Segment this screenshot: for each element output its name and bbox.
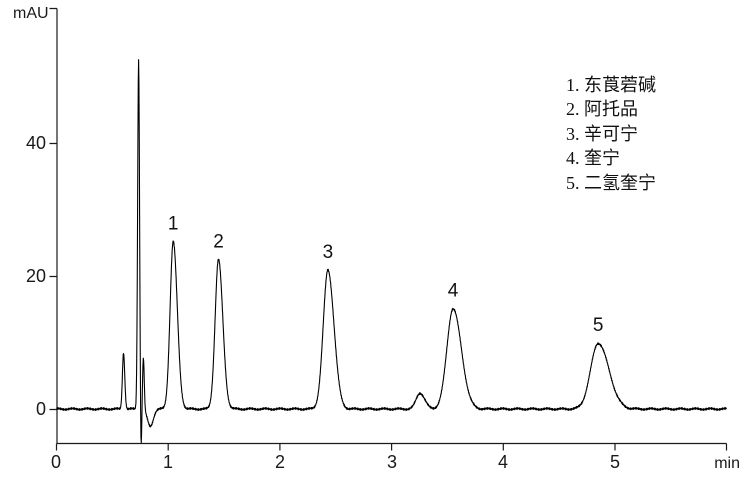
x-axis-unit: min bbox=[714, 455, 740, 472]
legend-item-4: 4. 奎宁 bbox=[566, 148, 620, 169]
legend-item-2: 2. 阿托品 bbox=[566, 99, 638, 120]
legend-item-3: 3. 辛可宁 bbox=[566, 123, 638, 144]
x-tick-label-2: 2 bbox=[274, 452, 285, 472]
peak-legend: 1. 东莨菪碱 2. 阿托品 3. 辛可宁 4. 奎宁 5. 二氢奎宁 bbox=[566, 73, 656, 195]
peak-label-5: 5 bbox=[593, 315, 604, 336]
legend-item-1: 1. 东莨菪碱 bbox=[566, 75, 656, 95]
chromatogram-trace bbox=[56, 59, 727, 444]
x-tick-label-1: 1 bbox=[162, 452, 173, 472]
legend-item-5: 5. 二氢奎宁 bbox=[566, 172, 656, 193]
y-tick-label-40: 40 bbox=[25, 133, 46, 153]
x-tick-label-5: 5 bbox=[609, 452, 620, 472]
x-tick-label-3: 3 bbox=[386, 452, 397, 472]
axes bbox=[49, 7, 728, 451]
y-tick-label-0: 0 bbox=[35, 399, 46, 419]
y-tick-label-20: 20 bbox=[25, 266, 46, 286]
x-tick-label-0: 0 bbox=[50, 452, 61, 472]
peak-label-2: 2 bbox=[213, 231, 224, 252]
x-tick-label-4: 4 bbox=[497, 452, 508, 472]
peak-label-4: 4 bbox=[448, 281, 459, 302]
peak-label-1: 1 bbox=[168, 213, 179, 234]
peak-labels-group: 1 2 3 4 5 bbox=[168, 213, 604, 336]
peak-label-3: 3 bbox=[323, 242, 334, 263]
y-axis-title: mAU bbox=[13, 5, 49, 22]
